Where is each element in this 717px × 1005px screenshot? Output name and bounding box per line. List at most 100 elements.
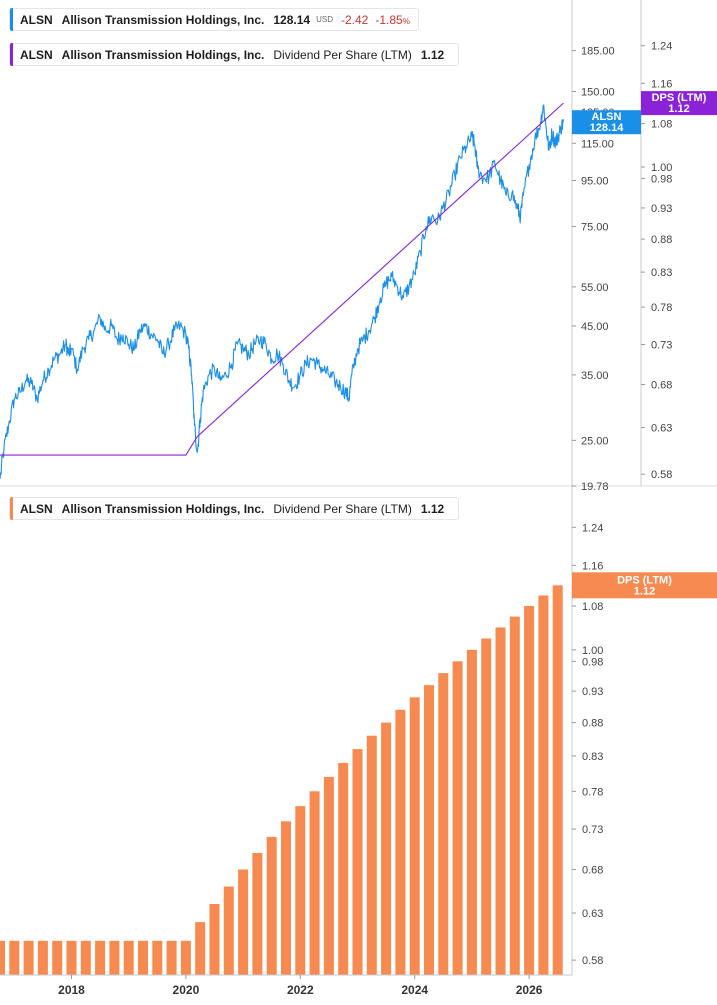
dps-bar (452, 661, 463, 975)
dps-bar (466, 649, 477, 975)
time-axis-tick-label: 2022 (287, 983, 314, 997)
dps-bar (166, 940, 177, 975)
dps-axis-bottom-tick-label: 0.63 (582, 908, 603, 920)
dps-bar (424, 685, 434, 975)
dps-bar (252, 853, 263, 975)
dps-legend-top-metric: Dividend Per Share (LTM) (273, 47, 412, 62)
dps-axis-top-tick-label: 1.16 (651, 78, 672, 90)
dps-bar (195, 922, 206, 975)
dps-axis-bottom-tick-label: 1.00 (582, 645, 603, 657)
dps-axis-bottom-tick-label: 0.58 (582, 955, 603, 967)
price-legend-color-bar (10, 8, 13, 31)
dps-bar (552, 585, 563, 975)
dps-axis-top-tick-label: 0.78 (651, 302, 672, 314)
dps-bar (238, 869, 249, 975)
price-last-badge-bg (572, 110, 641, 135)
dps-bar (409, 697, 420, 975)
dps-bar (323, 776, 334, 975)
price-legend-price: 128.14 (273, 12, 311, 27)
dps-line (0, 102, 564, 456)
dps-bar (266, 836, 277, 975)
price-line (0, 104, 564, 480)
dps-bar (395, 709, 406, 975)
dps-bar (309, 791, 320, 975)
dps-legend-top-color-bar (10, 43, 13, 66)
dps-axis-bottom-tick-label: 0.83 (582, 751, 603, 763)
dps-bar (538, 595, 549, 975)
dps-legend-bottom-metric: Dividend Per Share (LTM) (273, 501, 412, 516)
dps-bar (138, 940, 148, 975)
price-axis-tick-label: 19.78 (581, 481, 609, 493)
dps-top-last-badge-bg (641, 91, 717, 116)
dps-bar (524, 606, 535, 975)
dps-legend-bottom-color-bar (10, 497, 13, 520)
dps-bar (180, 940, 191, 975)
dps-legend-top-ticker: ALSN (20, 47, 53, 62)
dps-bar (495, 627, 506, 975)
price-legend: ALSN Allison Transmission Holdings, Inc.… (9, 8, 419, 31)
dps-bar (381, 722, 392, 975)
dps-bar (52, 940, 63, 975)
price-axis-tick-label: 150.00 (581, 87, 615, 99)
dps-axis-bottom-tick-label: 0.93 (582, 686, 603, 698)
dps-legend-bottom-company: Allison Transmission Holdings, Inc. (61, 501, 265, 516)
chart-marks (0, 102, 564, 975)
dps-bar (295, 806, 306, 975)
time-axis-tick-label: 2020 (173, 983, 200, 997)
dps-legend-top-company: Allison Transmission Holdings, Inc. (61, 47, 265, 62)
dps-bar (366, 735, 377, 975)
dps-axis-top-tick-label: 1.08 (651, 119, 672, 131)
dps-axis-bottom-tick-label: 1.24 (582, 522, 603, 534)
price-legend-ticker: ALSN (20, 12, 53, 27)
dps-top-last-badge-label: DPS (LTM) (652, 92, 707, 104)
dps-top-last-badge-value: 1.12 (668, 103, 689, 115)
price-legend-currency: USD (316, 15, 333, 24)
price-axis-tick-label: 75.00 (581, 221, 609, 233)
time-axis-tick-label: 2024 (401, 983, 428, 997)
dps-bottom-last-badge-label: DPS (LTM) (617, 574, 672, 586)
price-last-badge-value: 128.14 (590, 122, 625, 134)
dps-legend-bottom: ALSN Allison Transmission Holdings, Inc.… (9, 497, 460, 520)
dps-bar (438, 673, 449, 975)
dps-axis-top-tick-label: 0.83 (651, 267, 672, 279)
time-axis-tick-label: 2018 (58, 983, 85, 997)
price-legend-change: -2.42 (340, 12, 369, 27)
dps-bar (109, 940, 120, 975)
price-axis-tick-label: 35.00 (581, 370, 609, 382)
dps-legend-top-value: 1.12 (420, 47, 445, 62)
dps-bar (338, 762, 349, 975)
price-axis-tick-label: 185.00 (581, 46, 615, 58)
dps-bar (509, 616, 520, 975)
dps-axis-bottom-tick-label: 0.73 (582, 824, 603, 836)
dps-axis-top-tick-label: 0.73 (651, 339, 672, 351)
dps-axis-top-tick-label: 0.98 (651, 173, 672, 185)
dps-bar (281, 821, 291, 975)
dps-axis-top-tick-label: 1.00 (651, 162, 672, 174)
dps-bar (481, 638, 492, 975)
dps-bar (23, 940, 34, 975)
dps-bar (0, 940, 5, 975)
price-axis-tick-label: 45.00 (581, 321, 609, 333)
price-axis-tick-label: 25.00 (581, 435, 609, 447)
dps-axis-bottom-tick-label: 0.88 (582, 718, 603, 730)
dps-top-last-badge: DPS (LTM)1.12 (641, 91, 717, 116)
dps-bar (223, 886, 234, 975)
dps-legend-top: ALSN Allison Transmission Holdings, Inc.… (9, 43, 460, 66)
dps-bottom-last-badge-bg (572, 572, 717, 599)
dps-axis-top-tick-label: 0.58 (651, 469, 672, 481)
dps-bottom-last-badge-value: 1.12 (634, 585, 655, 597)
dps-axis-top-tick-label: 0.88 (651, 234, 672, 246)
dps-bar (152, 940, 163, 975)
dps-bar (66, 940, 77, 975)
time-axis-tick-label: 2026 (516, 983, 543, 997)
dps-bar (9, 940, 20, 975)
price-axis-tick-label: 95.00 (581, 175, 609, 187)
dps-bar (37, 940, 48, 975)
price-legend-company: Allison Transmission Holdings, Inc. (61, 12, 265, 27)
dps-axis-top-tick-label: 0.68 (651, 379, 672, 391)
dps-axis-top-tick-label: 1.24 (651, 41, 672, 53)
dps-legend-bottom-ticker: ALSN (20, 501, 53, 516)
